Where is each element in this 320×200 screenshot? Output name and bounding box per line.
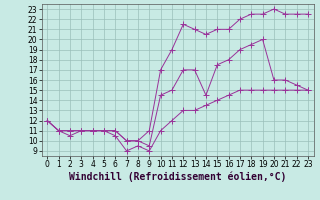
X-axis label: Windchill (Refroidissement éolien,°C): Windchill (Refroidissement éolien,°C): [69, 172, 286, 182]
